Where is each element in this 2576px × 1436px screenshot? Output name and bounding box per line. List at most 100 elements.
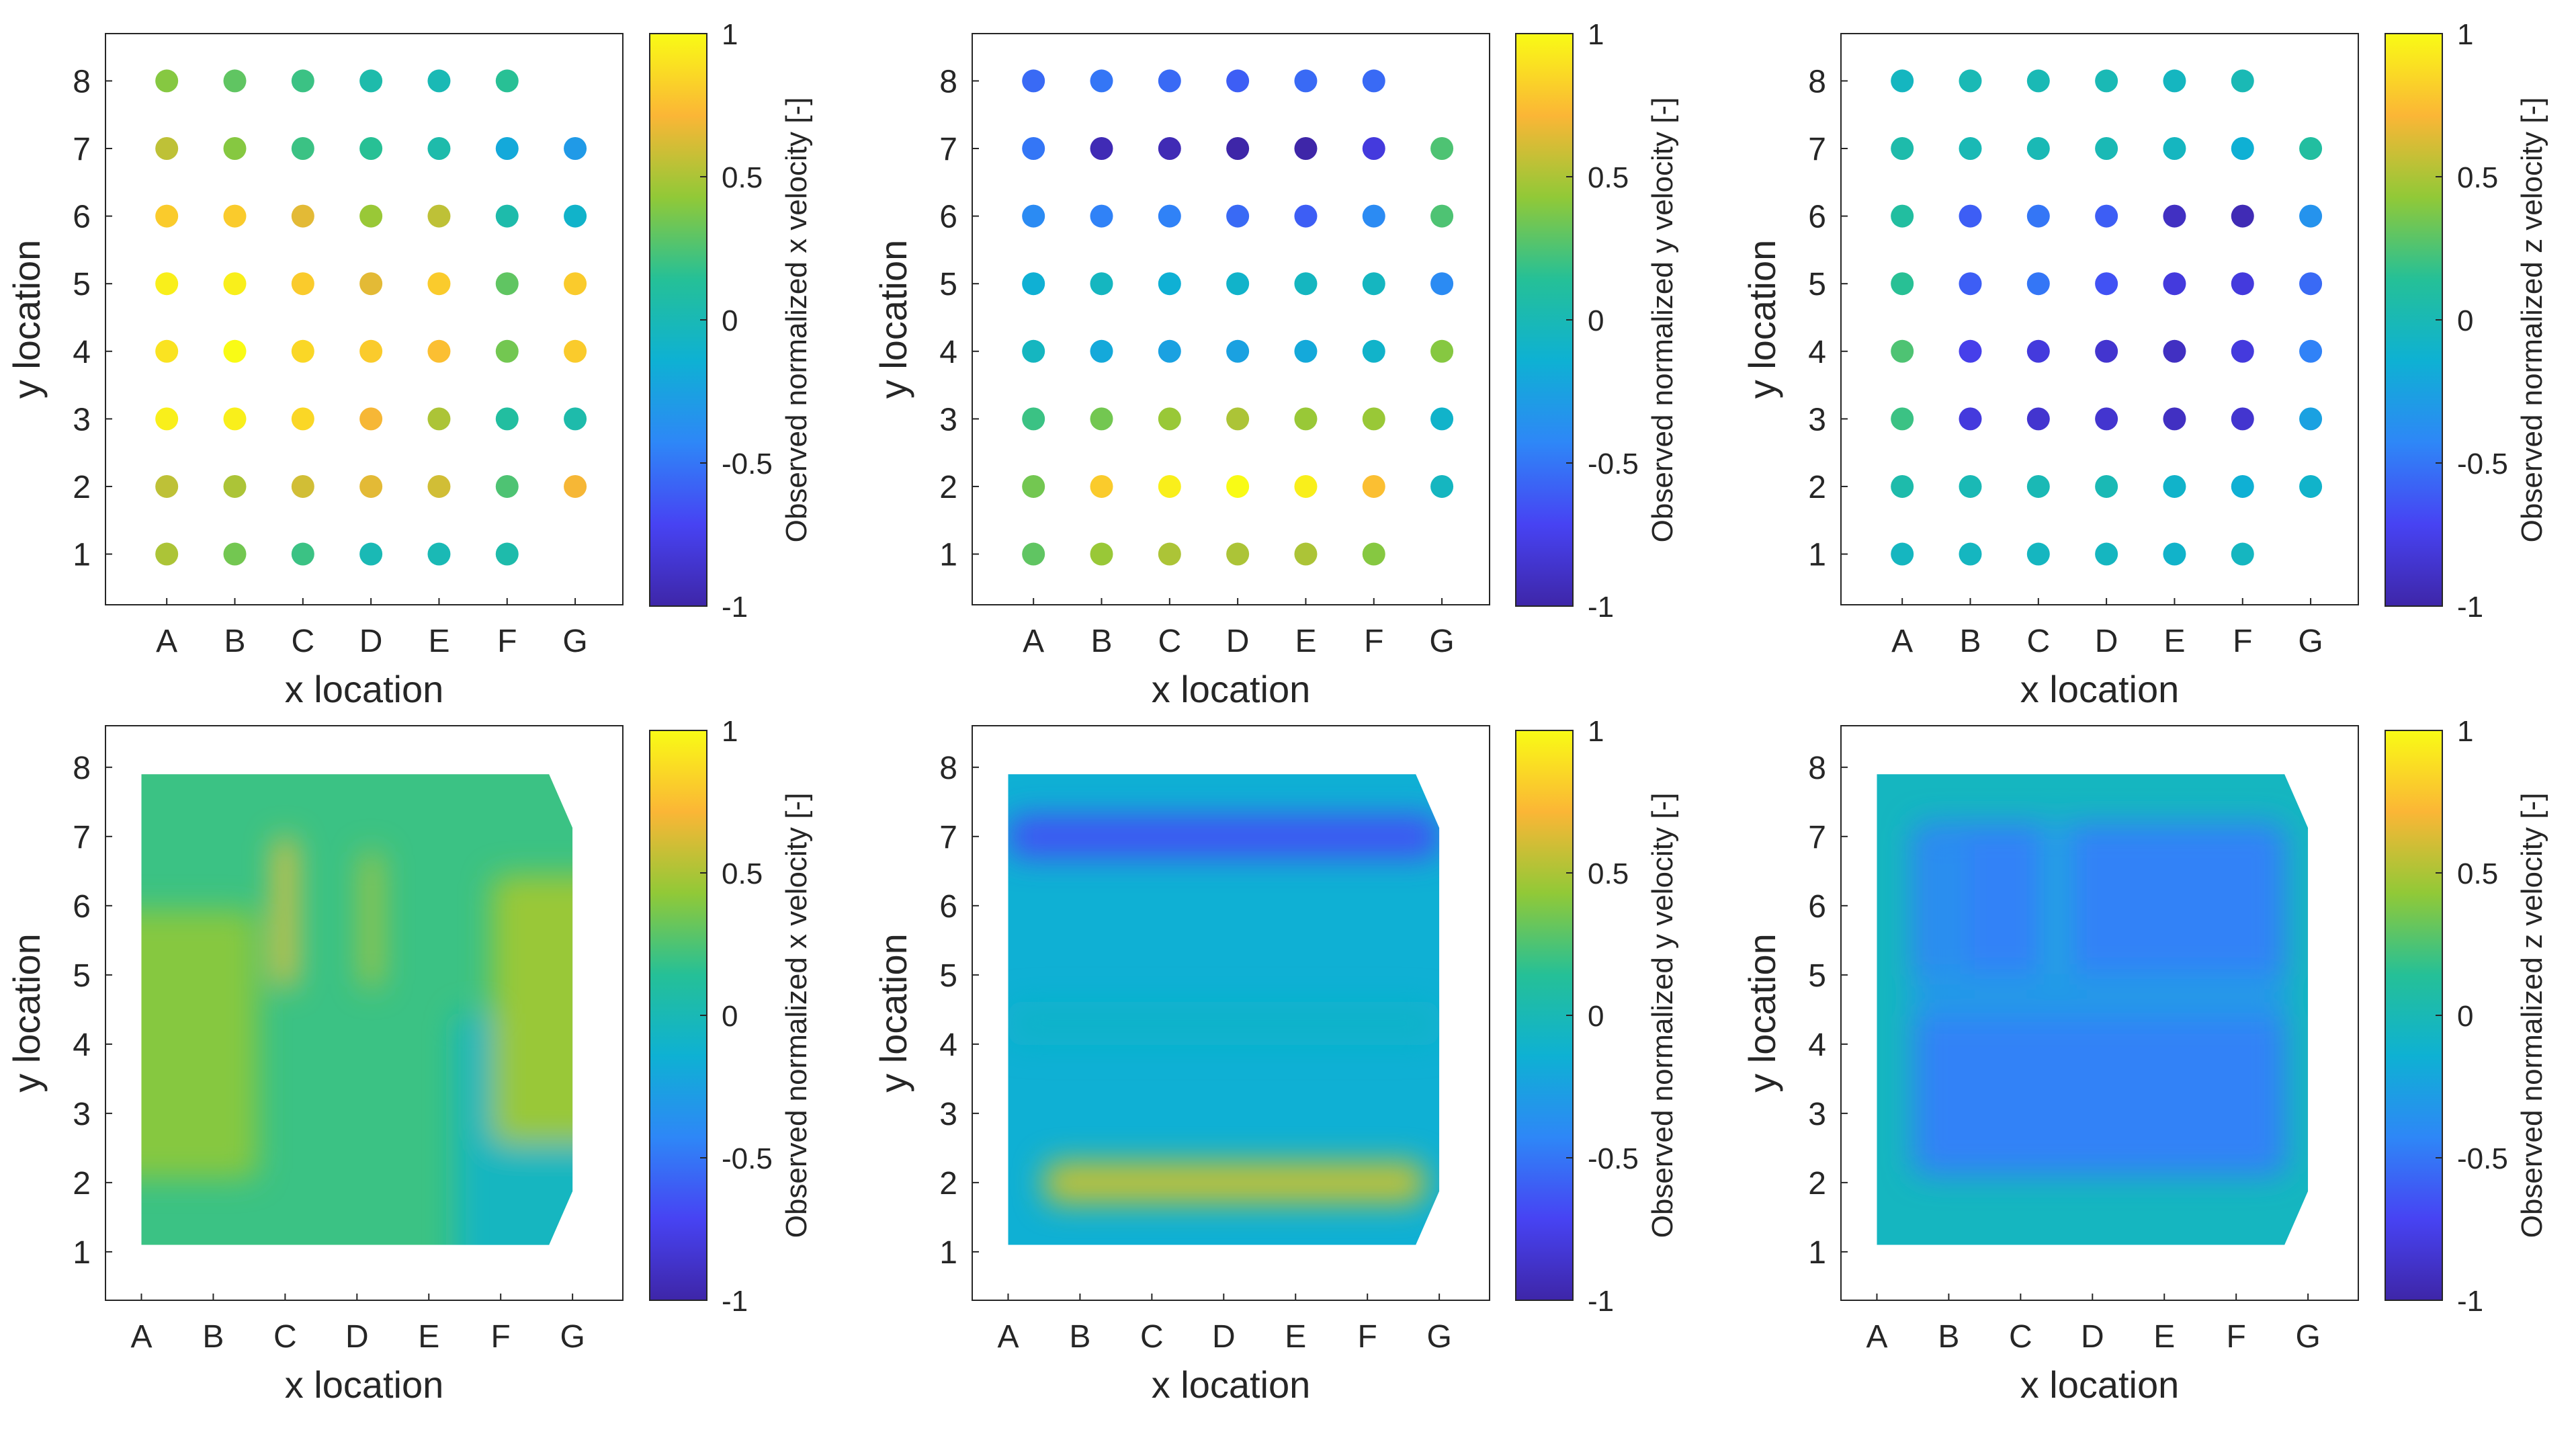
colorbar-tick-label: -1 xyxy=(1588,591,1614,624)
data-point xyxy=(2026,137,2050,161)
y-tick-label: 5 xyxy=(1808,267,1826,302)
axes-frame xyxy=(972,33,1490,605)
data-point xyxy=(1891,474,1914,498)
y-axis-label: y location xyxy=(1741,240,1783,399)
data-point xyxy=(1090,272,1113,296)
data-point xyxy=(1226,69,1250,93)
chart-panel: A B C D E F G 1 2 3 4 5 6 7 8 x location y location 1 0.5 0… xyxy=(5,18,813,710)
colorbar-tick-label: -1 xyxy=(2457,1285,2483,1318)
y-tick-label: 8 xyxy=(73,751,91,786)
data-point xyxy=(155,272,179,296)
data-point xyxy=(1158,137,1181,161)
data-point xyxy=(2095,69,2118,93)
y-tick-label: 1 xyxy=(939,1235,957,1271)
data-point xyxy=(1226,474,1250,498)
colorbar-tick-label: 0 xyxy=(722,304,738,337)
data-point xyxy=(2026,474,2050,498)
x-tick-label: G xyxy=(2295,1319,2320,1355)
data-point xyxy=(427,137,451,161)
data-point xyxy=(1294,542,1318,566)
y-tick-label: 1 xyxy=(939,538,957,573)
data-point xyxy=(2299,407,2323,431)
data-point xyxy=(1959,272,1982,296)
data-point xyxy=(291,204,314,228)
colorbar-tick-label: -0.5 xyxy=(1588,1142,1639,1175)
data-point xyxy=(2231,542,2254,566)
y-tick-label: 3 xyxy=(939,1097,957,1132)
data-point xyxy=(1430,339,1454,363)
x-axis-label: x location xyxy=(2020,1363,2180,1406)
colorbar-tick-label: 0.5 xyxy=(722,161,763,194)
data-point xyxy=(223,542,247,566)
data-point xyxy=(155,204,179,228)
data-point xyxy=(1022,272,1045,296)
heatmap-surface xyxy=(1008,774,1440,1245)
y-tick-label: 5 xyxy=(1808,958,1826,994)
x-tick-label: E xyxy=(2163,624,2185,659)
colorbar-label: Observed normalized y velocity [-] xyxy=(1646,793,1679,1238)
colorbar-label: Observed normalized z velocity [-] xyxy=(2516,793,2548,1238)
data-point xyxy=(359,69,383,93)
data-point xyxy=(1294,474,1318,498)
y-tick-label: 1 xyxy=(1808,1235,1826,1271)
x-tick-label: G xyxy=(560,1319,585,1355)
colorbar xyxy=(2385,33,2443,607)
data-point xyxy=(2026,339,2050,363)
y-axis-label: y location xyxy=(5,240,48,399)
chart-panel: A B C D E F G 1 2 3 4 5 6 7 8 x location y location 1 0.5 0… xyxy=(1741,18,2548,710)
data-point xyxy=(1362,272,1385,296)
y-tick-label: 4 xyxy=(939,335,957,370)
x-axis-label: x location xyxy=(1152,668,1311,710)
y-tick-label: 4 xyxy=(939,1027,957,1063)
y-tick-label: 7 xyxy=(1808,820,1826,855)
data-point xyxy=(223,407,247,431)
y-tick-label: 3 xyxy=(1808,402,1826,437)
y-tick-label: 2 xyxy=(73,1166,91,1201)
data-point xyxy=(291,542,314,566)
y-axis-label: y location xyxy=(872,933,914,1093)
data-point xyxy=(1430,137,1454,161)
data-point xyxy=(564,339,587,363)
data-point xyxy=(2299,272,2323,296)
x-tick-label: F xyxy=(2233,624,2252,659)
data-point xyxy=(359,407,383,431)
data-point xyxy=(2095,272,2118,296)
data-point xyxy=(1158,69,1181,93)
data-point xyxy=(427,339,451,363)
x-tick-label: B xyxy=(224,624,245,659)
data-point xyxy=(1362,542,1385,566)
colorbar xyxy=(2385,730,2443,1301)
data-point xyxy=(1362,204,1385,228)
colorbar-tick-label: 0.5 xyxy=(1588,161,1629,194)
data-point xyxy=(291,137,314,161)
colorbar-tick-label: 0.5 xyxy=(2457,857,2498,890)
data-point xyxy=(1891,69,1914,93)
data-point xyxy=(1158,204,1181,228)
data-point xyxy=(1430,204,1454,228)
data-point xyxy=(2231,69,2254,93)
data-point xyxy=(2299,474,2323,498)
x-tick-label: B xyxy=(202,1319,224,1355)
x-tick-label: G xyxy=(1429,624,1454,659)
y-tick-label: 2 xyxy=(1808,470,1826,505)
colorbar xyxy=(649,730,707,1301)
data-point xyxy=(1226,339,1250,363)
y-tick-label: 7 xyxy=(939,132,957,167)
colorbar-tick-label: 1 xyxy=(2457,715,2473,748)
colorbar xyxy=(1515,33,1574,607)
colorbar-tick-label: 0 xyxy=(722,1000,738,1033)
data-point xyxy=(1022,407,1045,431)
data-point xyxy=(1362,407,1385,431)
data-point xyxy=(1891,339,1914,363)
data-point xyxy=(1158,407,1181,431)
x-tick-label: C xyxy=(273,1319,297,1355)
data-point xyxy=(1294,204,1318,228)
y-tick-label: 5 xyxy=(73,267,91,302)
data-point xyxy=(2095,474,2118,498)
data-point xyxy=(2231,474,2254,498)
colorbar-tick-label: -1 xyxy=(1588,1285,1614,1318)
data-point xyxy=(1090,137,1113,161)
x-tick-label: D xyxy=(2095,624,2118,659)
heatmap-feature-divider xyxy=(1939,836,1959,989)
